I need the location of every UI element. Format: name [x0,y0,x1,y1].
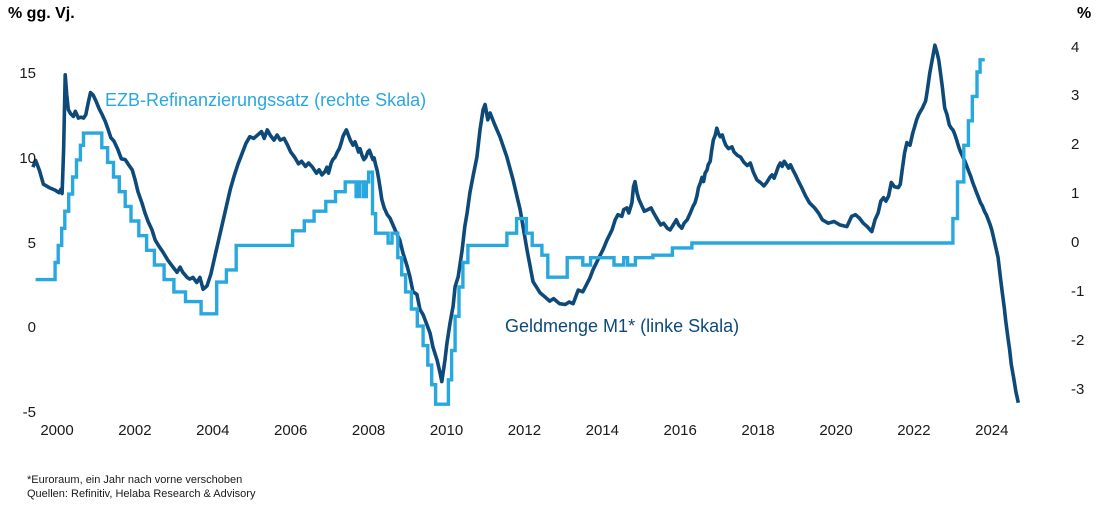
x-axis-tick: 2012 [507,422,542,439]
footnote-shift-note: *Euroraum, ein Jahr nach vorne verschobe… [27,474,243,486]
m1-series-label: Geldmenge M1* (linke Skala) [505,316,740,336]
x-axis-tick: 2008 [351,422,386,439]
x-axis-tick: 2002 [118,422,152,439]
right-axis-tick: 0 [1071,234,1080,251]
right-axis-tick: 3 [1071,87,1080,105]
rate-series-label: EZB-Refinanzierungssatz (rechte Skala) [105,90,427,110]
right-axis-tick: -2 [1071,331,1085,349]
x-axis-tick: 2016 [663,422,697,439]
right-axis-tick: 2 [1071,136,1080,154]
right-axis-tick: 4 [1071,38,1080,56]
m1-line [31,43,1021,404]
x-axis-tick: 2004 [196,422,230,439]
left-axis-tick: 15 [19,65,36,82]
x-axis-tick: 2006 [274,422,308,439]
left-axis-title: % gg. Vj. [8,5,75,22]
ezb-rate-line [35,58,985,406]
left-axis-tick: 0 [27,319,36,337]
left-axis-tick: -5 [22,404,36,421]
right-axis-tick: 1 [1071,185,1080,203]
x-axis-tick: 2010 [429,422,464,439]
x-axis-tick: 2018 [741,422,775,439]
x-axis-tick: 2024 [975,422,1009,439]
right-axis-title: % [1077,5,1092,22]
x-axis-tick: 2022 [897,422,931,439]
x-axis-tick: 2000 [40,422,74,439]
x-axis-tick: 2020 [819,422,853,439]
footnote-sources: Quellen: Refinitiv, Helaba Research & Ad… [27,488,256,500]
left-axis-tick: 5 [27,234,36,252]
x-axis-tick: 2014 [585,422,619,439]
right-axis-tick: -1 [1071,282,1085,300]
left-axis-tick: 10 [19,149,36,167]
right-axis-tick: -3 [1071,380,1085,398]
